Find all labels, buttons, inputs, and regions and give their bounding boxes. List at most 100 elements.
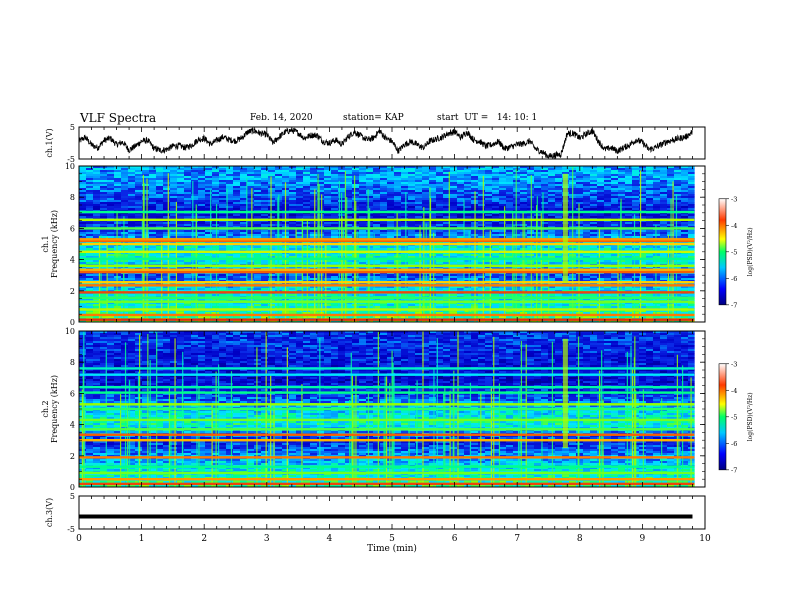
spectrogram-cell [296,220,304,223]
spectrogram-cell [177,234,185,237]
spectrogram-cell [345,222,353,225]
spectrogram-cell [86,178,94,181]
spectrogram-cell [576,198,584,201]
spectrogram-cell [310,256,318,259]
spectrogram-cell [331,262,339,265]
spectrogram-cell [128,176,136,179]
spectrogram-cell [527,220,535,223]
spectrogram-cell [170,222,178,225]
spectrogram-cell [247,216,255,219]
spectrogram-cell [254,208,262,211]
spectrogram-cell [170,168,178,171]
spectrogram-cell [135,188,143,191]
spectrogram-cell [310,188,318,191]
spectrogram-cell [142,220,150,223]
spectrogram-cell [366,184,374,187]
spectrogram-cell [79,248,87,251]
spectrogram-cell [191,224,199,227]
spectrogram-cell [366,204,374,207]
spectrogram-cell [611,226,619,229]
spectrogram-cell [457,234,465,237]
spectrogram-cell [233,194,241,197]
spectrogram-cell [184,170,192,173]
spectrogram-cell [401,200,409,203]
spectrogram-cell [597,254,605,257]
spectrogram-cell [296,202,304,205]
spectrogram-cell [198,198,206,201]
spectrogram-cell [191,234,199,237]
spectrogram-cell [338,172,346,175]
spectrogram-cell [625,214,633,217]
spectrogram-cell [646,196,654,199]
spectrogram-cell [688,254,695,257]
spectrogram-cell [688,256,695,259]
spectrogram-cell [590,170,598,173]
spectrogram-cell [303,190,311,193]
spectrogram-cell [415,226,423,229]
spectrogram-cell [303,202,311,205]
spectrogram-cell [660,196,668,199]
spectrogram-cell [205,170,213,173]
spectrogram-cell [555,232,563,235]
spectrogram-cell [576,188,584,191]
spectrogram-cell [191,256,199,259]
spectrogram-cell [674,224,682,227]
spectrogram-cell [632,194,640,197]
spectrogram-cell [303,216,311,219]
spectrogram-cell [548,254,556,257]
spectrogram-cell [590,184,598,187]
spectrogram-cell [380,246,388,249]
spectrogram-cell [401,248,409,251]
spectrogram-cell [121,254,129,257]
spectrogram-cell [296,234,304,237]
spectrogram-cell [401,174,409,177]
spectrogram-cell [646,178,654,181]
spectrogram-cell [583,232,591,235]
spectrogram-cell [163,186,171,189]
spectrogram-cell [457,206,465,209]
spectrogram-cell [646,262,654,265]
spectrogram-cell [660,184,668,187]
spectrogram-cell [653,170,661,173]
spectrogram-cell [457,182,465,185]
spectrogram-cell [121,186,129,189]
spectrogram-cell [366,198,374,201]
spectrogram-cell [205,184,213,187]
spectrogram-cell [212,190,220,193]
spectrogram-cell [408,248,416,251]
spectrogram-cell [114,186,122,189]
spectrogram-cell [674,190,682,193]
spectrogram-cell [149,276,157,279]
spectrogram-cell [240,196,248,199]
spectrogram-cell [394,176,402,179]
spectrogram-cell [345,246,353,249]
spectrogram-cell [415,220,423,223]
spectrogram-cell [415,206,423,209]
spectrogram-cell [184,190,192,193]
spectrogram-cell [226,276,234,279]
spectrogram-cell [121,190,129,193]
spectrogram-cell [443,166,451,169]
spectrogram-cell [548,190,556,193]
spectrogram-cell [499,196,507,199]
spectrogram-cell [107,194,115,197]
spectrogram-cell [464,188,472,191]
spectrogram-cell [464,192,472,195]
spectrogram-cell [191,180,199,183]
spectrogram-cell [191,248,199,251]
spectrogram-cell [387,254,395,257]
spectrogram-cell [100,232,108,235]
spectrogram-cell [142,274,150,277]
spectrogram-cell [408,246,416,249]
spectrogram-cell [646,226,654,229]
spectrogram-cell [401,192,409,195]
spectrogram-cell [660,252,668,255]
spectrogram-cell [184,232,192,235]
spectrogram-cell [275,190,283,193]
spectrogram-cell [296,246,304,249]
spectrogram-cell [527,254,535,257]
spectrogram-cell [387,266,395,269]
spectrogram-cell [184,168,192,171]
spectrogram-cell [100,194,108,197]
spectrogram-cell [219,246,227,249]
